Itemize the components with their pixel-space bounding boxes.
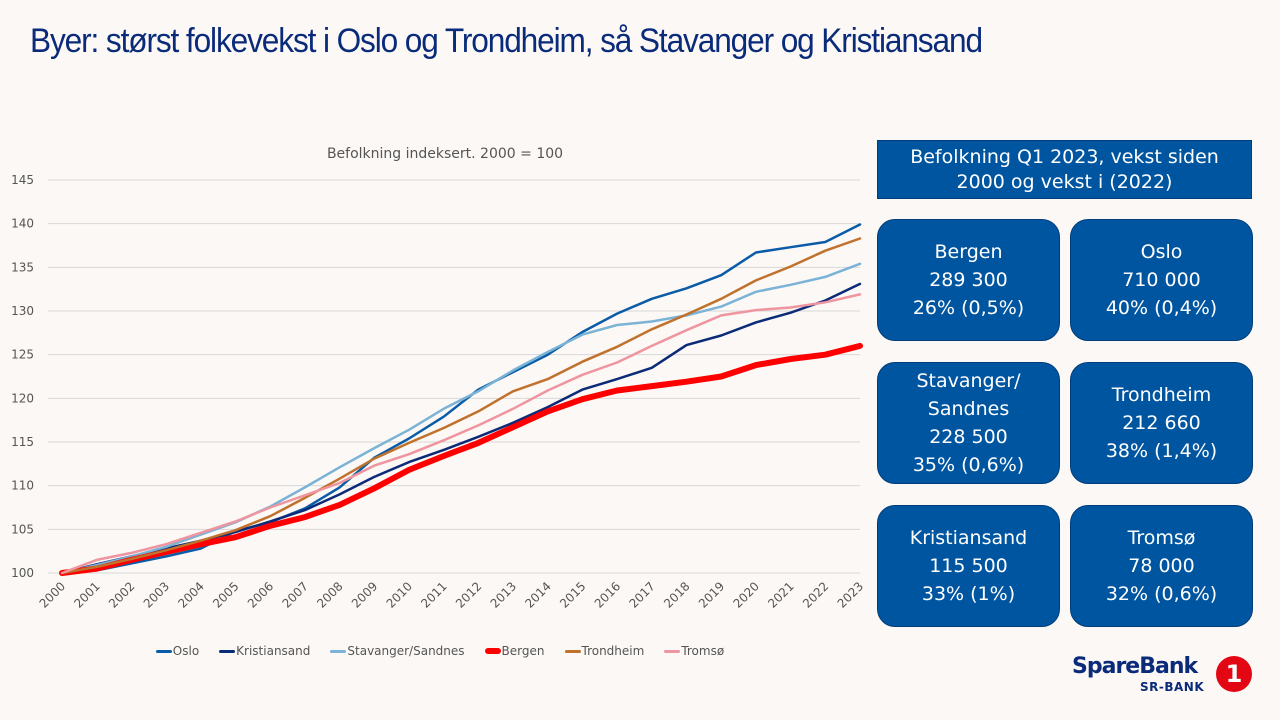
city-name-line2: Sandnes <box>927 398 1010 420</box>
sparebank-logo: SpareBank SR-BANK 1 <box>1072 654 1252 696</box>
x-tick-label: 2023 <box>835 579 866 610</box>
info-header-line2: 2000 og vekst i (2022) <box>956 170 1173 193</box>
legend-label: Bergen <box>501 644 545 658</box>
legend-swatch <box>664 649 681 653</box>
x-tick-label: 2013 <box>488 579 519 610</box>
city-name: Stavanger/ <box>916 370 1021 392</box>
y-tick-label: 135 <box>11 260 34 274</box>
city-population: 115 500 <box>929 555 1008 577</box>
x-tick-label: 2011 <box>418 579 449 610</box>
legend-item: Oslo <box>155 644 200 658</box>
x-tick-label: 2018 <box>661 579 692 610</box>
city-card-stavanger-sandnes: Stavanger/ Sandnes 228 500 35% (0,6%) <box>877 362 1060 484</box>
legend-item: Trondheim <box>564 644 645 658</box>
city-card-tromso: Tromsø 78 000 32% (0,6%) <box>1070 505 1253 627</box>
legend-label: Oslo <box>172 644 200 658</box>
city-name: Trondheim <box>1111 384 1212 406</box>
legend-label: Tromsø <box>681 644 725 658</box>
city-name: Kristiansand <box>909 527 1028 549</box>
series-line-stavanger-sandnes <box>60 262 862 575</box>
city-population: 212 660 <box>1122 412 1201 434</box>
y-tick-label: 120 <box>11 391 34 405</box>
y-tick-label: 100 <box>11 566 34 580</box>
x-tick-label: 2016 <box>592 579 623 610</box>
legend-swatch <box>484 648 501 654</box>
x-tick-label: 2006 <box>245 579 276 610</box>
city-name: Tromsø <box>1127 527 1196 549</box>
city-card-trondheim: Trondheim 212 660 38% (1,4%) <box>1070 362 1253 484</box>
x-tick-label: 2003 <box>141 579 172 610</box>
x-tick-label: 2017 <box>626 579 657 610</box>
x-tick-label: 2002 <box>106 579 137 610</box>
city-growth: 32% (0,6%) <box>1105 583 1218 605</box>
x-tick-label: 2008 <box>314 579 345 610</box>
x-tick-label: 2009 <box>349 579 380 610</box>
y-tick-label: 105 <box>11 522 34 536</box>
grid-lines <box>48 179 860 574</box>
y-tick-label: 130 <box>11 304 34 318</box>
x-tick-label: 2010 <box>384 579 415 610</box>
y-axis-ticks: 100 105 110 115 120 125 130 135 140 145 <box>11 173 34 580</box>
legend-label: Stavanger/Sandnes <box>347 644 465 658</box>
city-growth: 40% (0,4%) <box>1105 297 1218 319</box>
chart-title: Befolkning indeksert. 2000 = 100 <box>327 146 563 162</box>
info-header: Befolkning Q1 2023, vekst siden 2000 og … <box>877 140 1252 199</box>
series-line-bergen <box>59 342 863 576</box>
x-tick-label: 2022 <box>800 579 831 610</box>
city-growth: 26% (0,5%) <box>912 297 1025 319</box>
chart-legend: Oslo Kristiansand Stavanger/Sandnes Bergen T… <box>0 644 880 658</box>
x-tick-label: 2014 <box>522 579 553 610</box>
line-chart: Befolkning indeksert. 2000 = 100 1001051… <box>11 146 866 611</box>
x-tick-label: 2021 <box>765 579 796 610</box>
y-tick-label: 115 <box>11 435 34 449</box>
legend-swatch <box>330 649 347 653</box>
x-tick-label: 2007 <box>279 579 310 610</box>
series-line-oslo <box>60 223 862 575</box>
legend-label: Kristiansand <box>236 644 311 658</box>
info-header-line1: Befolkning Q1 2023, vekst siden <box>910 145 1219 168</box>
y-tick-label: 145 <box>11 173 34 187</box>
city-growth: 35% (0,6%) <box>912 454 1025 476</box>
city-card-oslo: Oslo 710 000 40% (0,4%) <box>1070 219 1253 341</box>
series-line-troms- <box>60 293 862 575</box>
legend-item: Tromsø <box>664 644 724 658</box>
city-population: 78 000 <box>1128 555 1195 577</box>
legend-label: Trondheim <box>581 644 645 658</box>
logo-sub-text: SR-BANK <box>1140 680 1205 694</box>
x-tick-label: 2015 <box>557 579 588 610</box>
legend-swatch <box>564 649 581 653</box>
page-title: Byer: størst folkevekst i Oslo og Trondh… <box>30 22 983 60</box>
legend-swatch <box>219 649 236 653</box>
series-line-trondheim <box>60 237 862 575</box>
city-population: 710 000 <box>1122 269 1201 291</box>
x-tick-label: 2001 <box>71 579 102 610</box>
legend-item: Stavanger/Sandnes <box>330 644 465 658</box>
y-tick-label: 140 <box>11 217 34 231</box>
y-tick-label: 125 <box>11 348 34 362</box>
city-growth: 38% (1,4%) <box>1105 440 1218 462</box>
city-card-bergen: Bergen 289 300 26% (0,5%) <box>877 219 1060 341</box>
legend-item: Kristiansand <box>219 644 310 658</box>
x-tick-label: 2005 <box>210 579 241 610</box>
city-card-kristiansand: Kristiansand 115 500 33% (1%) <box>877 505 1060 627</box>
logo-brand-text: SpareBank <box>1072 654 1198 679</box>
x-tick-label: 2000 <box>37 579 68 610</box>
y-tick-label: 110 <box>11 479 34 493</box>
city-population: 228 500 <box>929 426 1008 448</box>
city-growth: 33% (1%) <box>921 583 1016 605</box>
logo-one-icon: 1 <box>1216 656 1252 692</box>
series-lines <box>59 223 863 576</box>
x-tick-label: 2012 <box>453 579 484 610</box>
legend-item: Bergen <box>484 644 545 658</box>
city-name: Oslo <box>1140 241 1183 263</box>
legend-swatch <box>155 649 172 653</box>
x-tick-label: 2020 <box>731 579 762 610</box>
x-tick-label: 2019 <box>696 579 727 610</box>
x-tick-label: 2004 <box>175 579 206 610</box>
city-name: Bergen <box>934 241 1003 263</box>
city-population: 289 300 <box>929 269 1008 291</box>
x-axis-ticks: 2000 2001 2002 2003 2004 2005 2006 2007 2008 2009… <box>37 579 866 610</box>
